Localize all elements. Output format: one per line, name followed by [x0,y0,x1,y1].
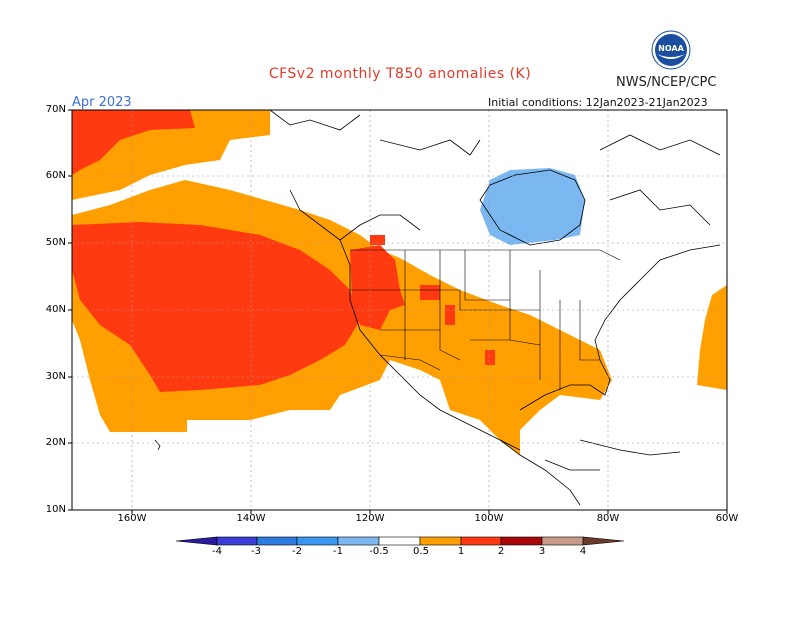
warm-anomaly-atlantic [697,285,727,390]
colorbar-label: 2 [497,546,505,557]
lat-label: 20N [45,437,66,448]
map-title: CFSv2 monthly T850 anomalies (K) [268,66,532,82]
colorbar-label: -1 [333,546,343,557]
colorbar-label: 0.5 [413,546,429,557]
colorbar-label: 1 [457,546,465,557]
colorbar-label: -4 [212,546,222,557]
colorbar-swatch [175,536,218,546]
lon-label: 140W [236,513,266,524]
cold-anomaly-hudson-bay [480,168,585,245]
organization-label: NWS/NCEP/CPC [616,75,717,90]
colorbar-swatch [296,536,339,546]
colorbar-label: -2 [292,546,302,557]
colorbar-swatch [419,536,462,546]
hot-anomaly-west-us [350,245,405,330]
lon-label: 120W [355,513,385,524]
colorbar-label: 3 [538,546,546,557]
colorbar-label: 4 [579,546,587,557]
noaa-logo: NOAA [651,30,691,70]
colorbar-swatch [582,536,625,546]
lon-label: 100W [474,513,504,524]
svg-text:NOAA: NOAA [658,44,684,53]
colorbar-swatch [460,536,502,546]
lon-label: 60W [715,513,739,524]
colorbar-swatch [541,536,584,546]
hot-anomaly-arctic [72,110,195,175]
lat-label: 10N [45,504,66,515]
colorbar [175,536,625,546]
colorbar-label: -0.5 [369,546,389,557]
lat-label: 30N [45,371,66,382]
lat-label: 40N [45,304,66,315]
colorbar-swatch [216,536,258,546]
lat-label: 50N [45,237,66,248]
colorbar-swatch [256,536,298,546]
colorbar-swatch [337,536,380,546]
lat-label: 70N [45,104,66,115]
forecast-month: Apr 2023 [72,95,132,110]
lon-label: 160W [117,513,147,524]
lon-label: 80W [596,513,620,524]
hot-anomaly-pacific [72,222,360,392]
colorbar-label: -3 [251,546,261,557]
lat-label: 60N [45,170,66,181]
initial-conditions: Initial conditions: 12Jan2023-21Jan2023 [488,96,708,109]
colorbar-swatch [378,536,421,546]
colorbar-swatch [500,536,543,546]
